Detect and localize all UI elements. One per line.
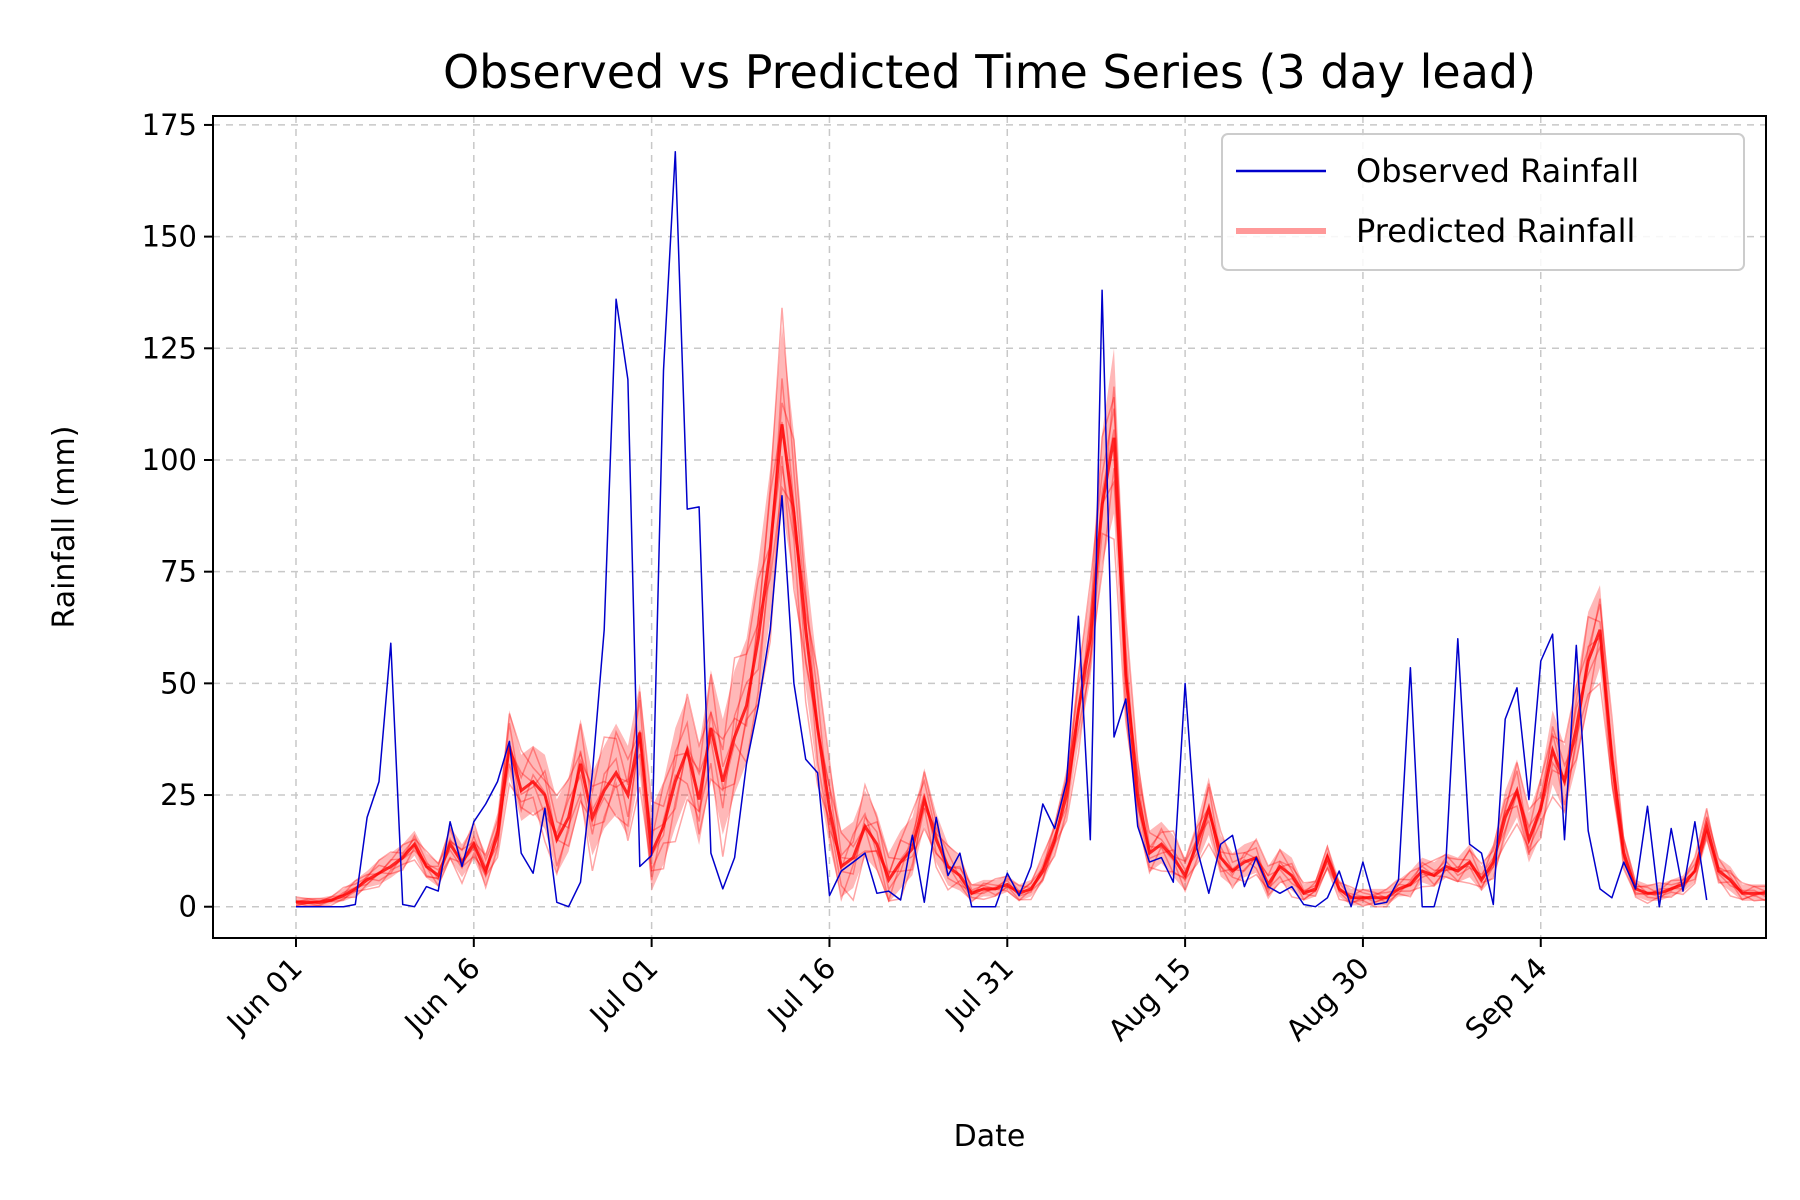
- x-tick-label: Aug 15: [1101, 951, 1198, 1048]
- x-tick-label: Jul 31: [937, 951, 1020, 1034]
- x-tick-label: Jun 01: [219, 951, 309, 1041]
- predicted-ensemble-line: [295, 465, 1766, 908]
- x-axis-label: Date: [954, 1119, 1026, 1154]
- y-axis-ticks: 0 25 50 75 100 125 150 175: [142, 108, 213, 924]
- x-tick-label: Aug 30: [1279, 951, 1376, 1048]
- y-tick-label: 175: [142, 108, 197, 142]
- x-axis-ticks: Jun 01 Jun 16 Jul 01 Jul 16 Jul 31 Aug 15 Aug …: [219, 938, 1554, 1048]
- predicted-ensemble-line: [295, 429, 1766, 907]
- x-tick-label: Jul 16: [760, 951, 843, 1034]
- predicted-series: [295, 307, 1766, 908]
- predicted-uncertainty-band: [296, 326, 1766, 907]
- legend-box: [1221, 133, 1745, 271]
- y-tick-label: 150: [142, 220, 197, 254]
- y-tick-label: 0: [179, 890, 197, 924]
- y-tick-label: 125: [142, 331, 197, 365]
- predicted-rainfall-line: [296, 424, 1766, 904]
- y-tick-label: 25: [160, 778, 197, 812]
- x-tick-label: Sep 14: [1458, 951, 1553, 1046]
- predicted-ensemble-line: [295, 455, 1766, 908]
- legend-observed-label: Observed Rainfall: [1356, 152, 1639, 190]
- plot-frame: [212, 115, 1767, 939]
- observed-series: [296, 150, 1708, 908]
- legend-predicted-label: Predicted Rainfall: [1356, 212, 1635, 250]
- x-tick-label: Jun 16: [397, 951, 487, 1041]
- predicted-ensemble-line: [295, 307, 1766, 903]
- legend: Observed Rainfall Predicted Rainfall: [1221, 133, 1745, 271]
- x-tick-label: Jul 01: [582, 951, 665, 1034]
- y-tick-label: 75: [160, 555, 197, 589]
- predicted-ensemble-line: [295, 386, 1766, 905]
- y-tick-label: 100: [142, 443, 197, 477]
- predicted-ensemble-line: [295, 378, 1766, 905]
- observed-rainfall-line: [296, 150, 1708, 908]
- y-tick-label: 50: [160, 666, 197, 700]
- chart-title: Observed vs Predicted Time Series (3 day…: [443, 45, 1536, 99]
- y-axis-label: Rainfall (mm): [47, 426, 82, 629]
